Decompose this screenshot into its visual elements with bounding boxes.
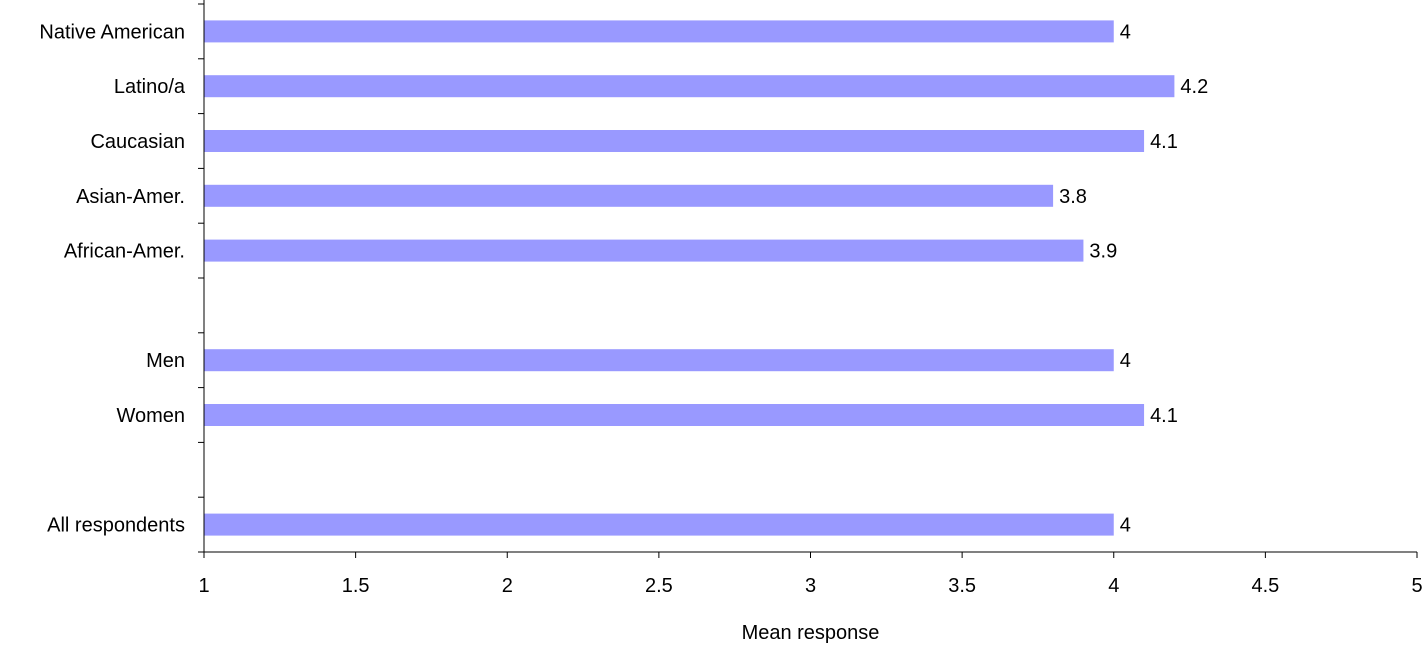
- x-tick-label: 3: [805, 575, 816, 597]
- value-label-women: 4.1: [1150, 405, 1178, 427]
- x-tick-label: 4.5: [1251, 575, 1279, 597]
- value-labels: 4 4.2 4.1 3.8 3.9 4 4.1 4: [1059, 21, 1208, 536]
- bar-latino-a: [204, 75, 1175, 98]
- value-label-asian-amer: 3.8: [1059, 186, 1087, 208]
- category-label-all-respondents: All respondents: [47, 515, 185, 537]
- value-label-african-amer: 3.9: [1089, 241, 1117, 263]
- x-tick-label: 3.5: [948, 575, 976, 597]
- x-tick-label: 1: [198, 575, 209, 597]
- value-label-all-respondents: 4: [1120, 515, 1131, 537]
- x-tick-label: 2.5: [645, 575, 673, 597]
- bar-native-american: [204, 20, 1114, 43]
- category-label-caucasian: Caucasian: [90, 131, 185, 153]
- x-tick-label: 5: [1411, 575, 1422, 597]
- bars-layer: [204, 20, 1175, 536]
- category-label-women: Women: [116, 405, 185, 427]
- value-label-latino-a: 4.2: [1180, 76, 1208, 98]
- value-label-native-american: 4: [1120, 21, 1131, 43]
- category-labels: Native American Latino/a Caucasian Asian-Am…: [39, 21, 186, 536]
- x-tick-label: 2: [502, 575, 513, 597]
- category-label-asian-amer: Asian-Amer.: [76, 186, 185, 208]
- bar-all-respondents: [204, 513, 1114, 536]
- category-label-african-amer: African-Amer.: [64, 241, 185, 263]
- x-tick-label: 4: [1108, 575, 1119, 597]
- bar-women: [204, 404, 1145, 426]
- category-label-latino-a: Latino/a: [114, 76, 186, 98]
- category-label-men: Men: [146, 350, 185, 372]
- value-label-men: 4: [1120, 350, 1131, 372]
- bar-african-amer: [204, 239, 1084, 262]
- bar-caucasian: [204, 130, 1145, 152]
- x-tick-label: 1.5: [342, 575, 370, 597]
- axes: 1 1.5 2 2.5 3 3.5 4 4.5 5: [198, 0, 1423, 597]
- bar-men: [204, 349, 1114, 372]
- value-label-caucasian: 4.1: [1150, 131, 1178, 153]
- bar-asian-amer: [204, 184, 1054, 207]
- x-axis-title: Mean response: [742, 622, 880, 644]
- category-label-native-american: Native American: [39, 21, 185, 43]
